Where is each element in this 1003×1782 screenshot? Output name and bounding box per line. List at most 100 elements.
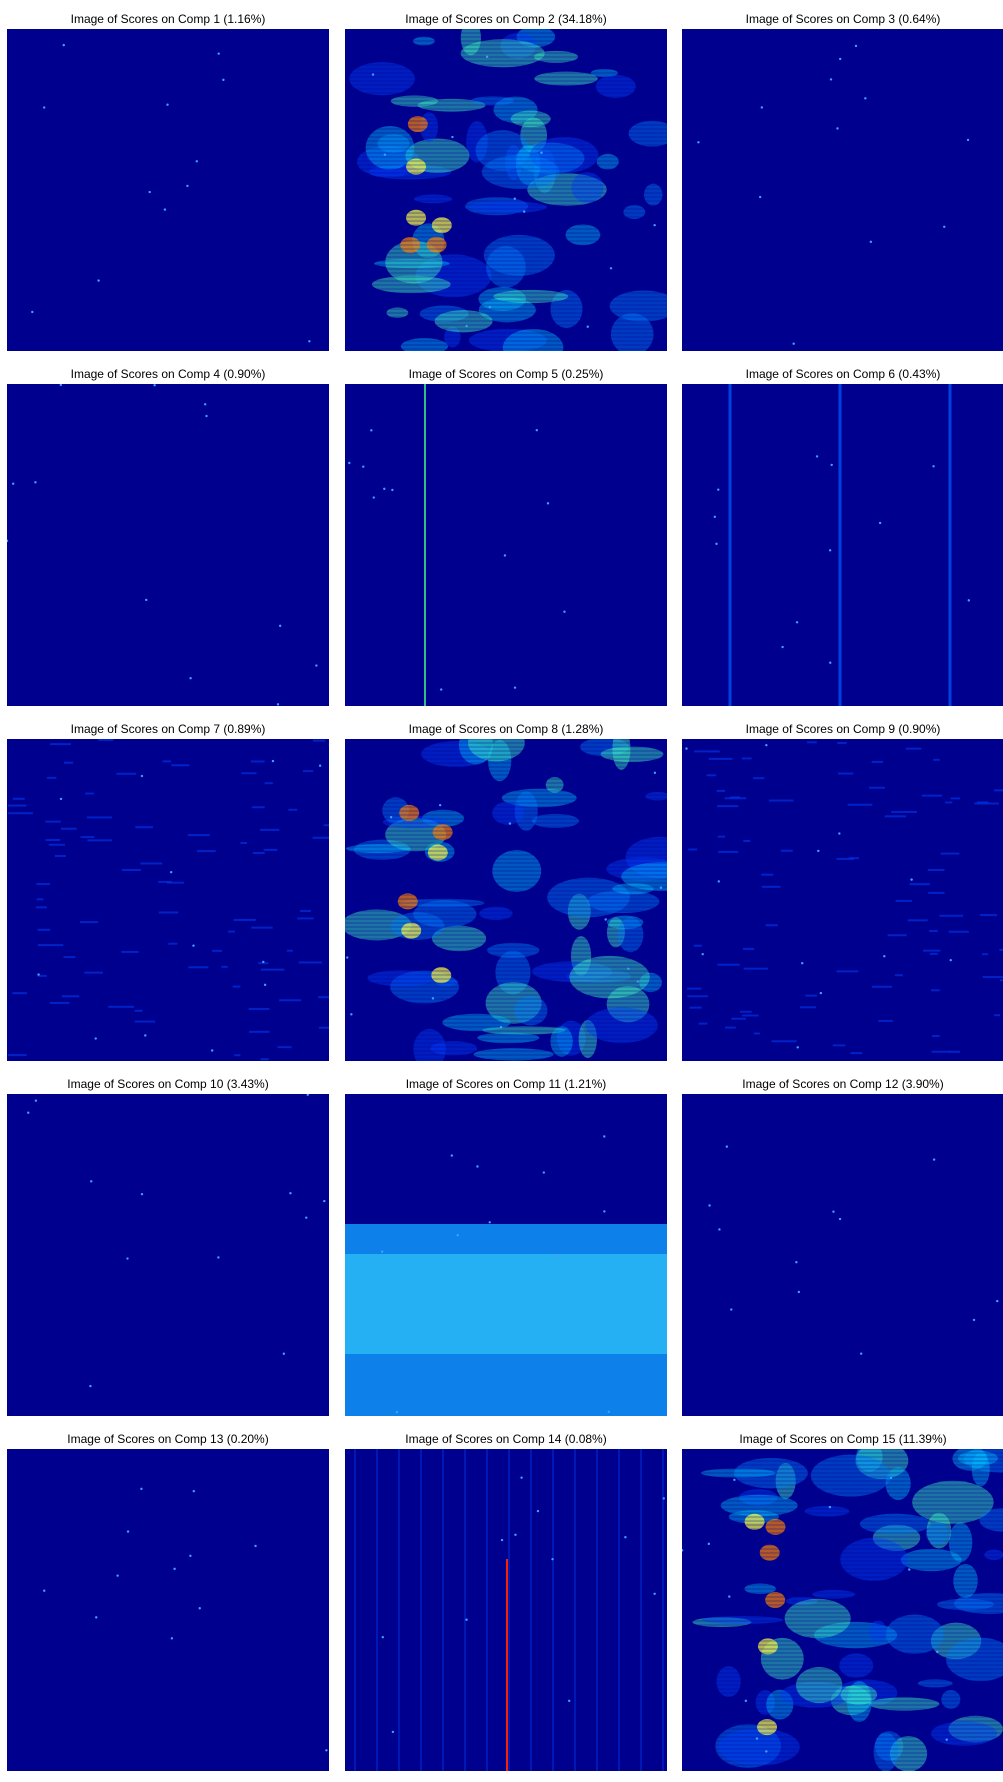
texture (365, 125, 415, 170)
texture (936, 1650, 939, 1654)
texture (43, 1589, 46, 1592)
texture (251, 926, 273, 929)
texture (217, 1256, 220, 1259)
texture (859, 1352, 863, 1355)
texture (36, 898, 44, 901)
texture (570, 936, 592, 976)
texture (832, 1044, 846, 1047)
texture (414, 194, 453, 204)
texture (982, 953, 989, 956)
texture (771, 1040, 797, 1043)
texture (653, 1592, 656, 1596)
texture (693, 944, 702, 947)
texture (580, 739, 630, 757)
texture (765, 1518, 786, 1535)
texture (864, 97, 867, 100)
texture (59, 797, 63, 801)
texture (708, 757, 733, 760)
texture (792, 342, 795, 345)
texture (374, 259, 450, 269)
texture (940, 852, 960, 855)
image-texture (43, 1487, 328, 1752)
texture (688, 848, 698, 851)
texture (627, 967, 630, 970)
panel-title: Image of Scores on Comp 2 (34.18%) (405, 12, 607, 26)
texture (817, 849, 820, 853)
image-texture (713, 384, 971, 706)
panel-title: Image of Scores on Comp 6 (0.43%) (745, 367, 941, 381)
texture (846, 1681, 872, 1723)
texture (442, 1013, 511, 1032)
texture (144, 1034, 147, 1037)
texture (797, 1290, 801, 1294)
texture (812, 1589, 856, 1599)
texture (222, 78, 225, 82)
texture (801, 962, 804, 965)
texture (999, 948, 1003, 951)
texture (766, 1689, 794, 1720)
texture (12, 482, 15, 485)
texture (465, 197, 529, 216)
texture (85, 792, 95, 795)
texture (162, 760, 172, 763)
texture (90, 1180, 93, 1183)
texture (931, 989, 940, 992)
texture (97, 279, 100, 282)
texture (743, 967, 769, 970)
texture (832, 1210, 835, 1213)
texture (192, 944, 195, 947)
texture (298, 961, 323, 964)
texture (838, 832, 841, 835)
texture (163, 208, 167, 211)
texture (345, 844, 411, 853)
texture (27, 1111, 30, 1114)
texture (929, 952, 938, 955)
texture (345, 909, 412, 941)
texture (432, 824, 453, 841)
texture (391, 1730, 395, 1734)
texture (263, 983, 267, 987)
texture (571, 172, 604, 203)
texture (775, 1462, 796, 1499)
texture (481, 154, 560, 189)
texture (731, 1017, 746, 1020)
texture (485, 982, 542, 1024)
texture (451, 135, 454, 139)
texture (979, 914, 998, 917)
texture (134, 1009, 143, 1012)
score-panel: Image of Scores on Comp 13 (0.20%) (7, 1426, 329, 1781)
texture (567, 893, 591, 930)
score-panel: Image of Scores on Comp 2 (34.18%) (345, 6, 667, 361)
texture (948, 1522, 973, 1563)
texture (835, 1679, 898, 1707)
texture (639, 972, 662, 993)
texture (796, 1046, 799, 1049)
texture (7, 804, 27, 807)
texture (45, 820, 61, 823)
texture (415, 254, 492, 298)
score-image (7, 739, 329, 1061)
texture (720, 1494, 798, 1517)
texture (993, 789, 1003, 792)
texture (413, 1028, 446, 1061)
panel-title: Image of Scores on Comp 4 (0.90%) (70, 367, 266, 381)
texture (345, 1254, 667, 1354)
texture (713, 515, 717, 519)
texture (700, 1468, 776, 1478)
texture (795, 621, 799, 624)
texture (417, 98, 486, 112)
texture (799, 1006, 816, 1009)
texture (529, 136, 599, 174)
texture (187, 834, 210, 837)
texture (984, 1549, 1003, 1561)
texture (932, 1035, 940, 1038)
texture (212, 949, 222, 952)
texture (234, 1054, 241, 1057)
score-image (7, 1094, 329, 1416)
texture (499, 1026, 503, 1029)
texture (828, 1505, 832, 1509)
texture (502, 328, 564, 351)
texture (708, 1204, 711, 1207)
texture (974, 802, 999, 805)
texture (869, 786, 885, 789)
